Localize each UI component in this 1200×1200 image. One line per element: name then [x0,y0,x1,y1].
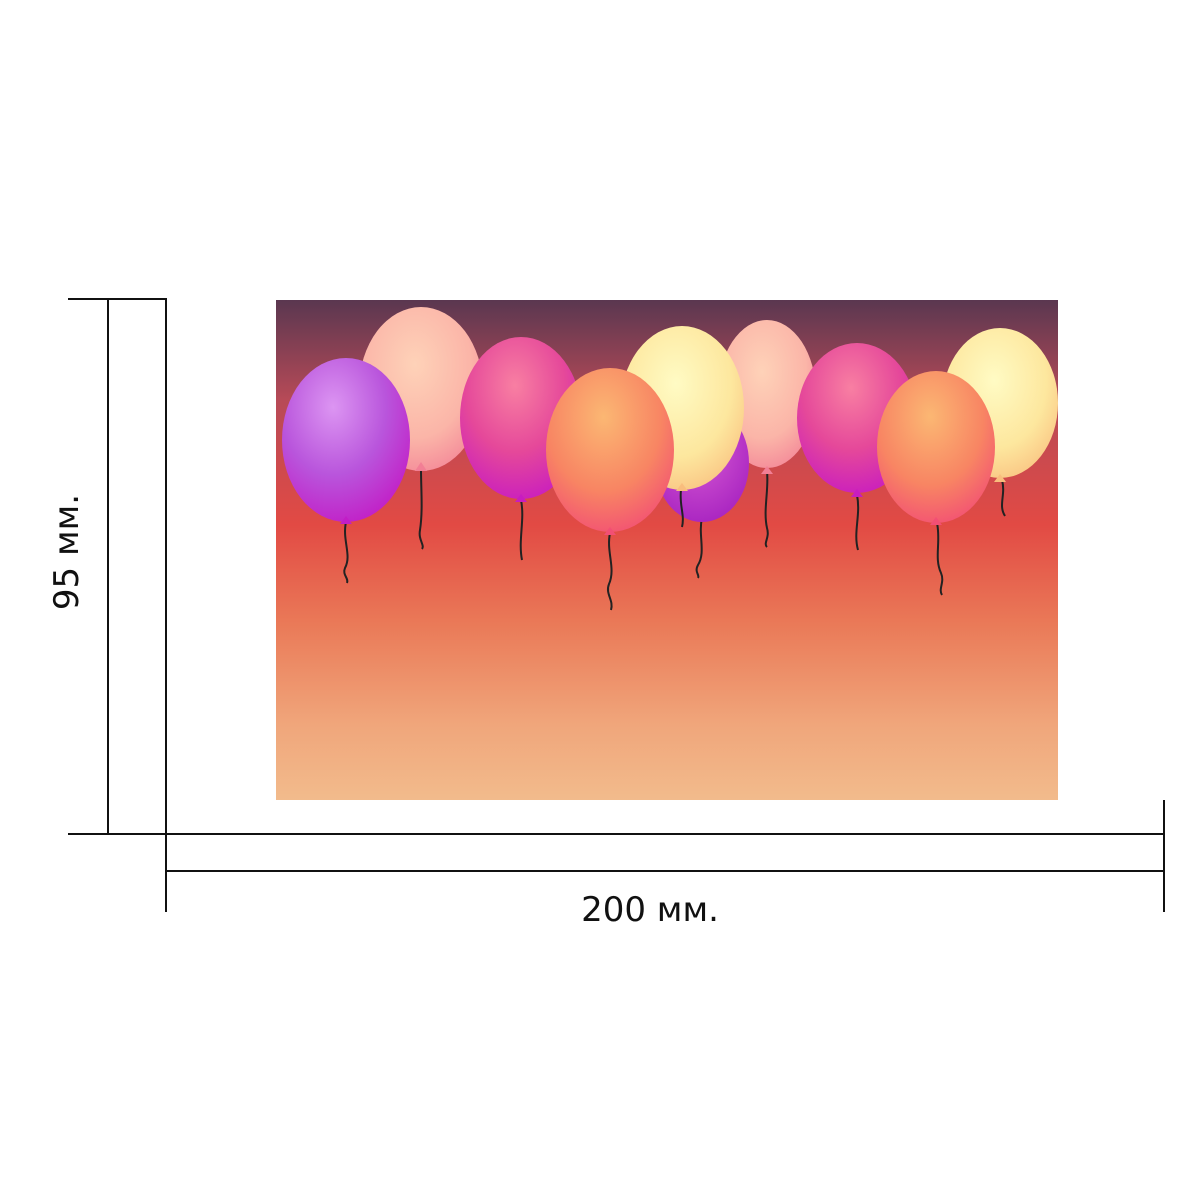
balloon-orange-2 [877,371,995,596]
width-dimension [165,800,1165,912]
artwork-image [276,300,1058,800]
width-label: 200 мм. [581,890,719,930]
balloon-peach-2 [718,320,816,548]
height-label: 95 мм. [47,493,87,611]
balloon-orange-1 [546,368,674,611]
height-dimension [68,298,167,835]
balloon-purple-left [282,358,410,584]
